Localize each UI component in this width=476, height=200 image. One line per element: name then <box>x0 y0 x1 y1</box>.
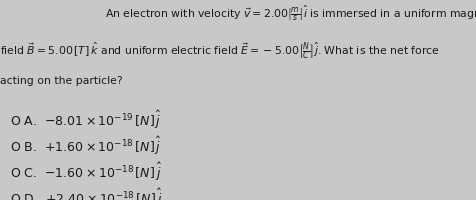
Text: field $\vec{B} = 5.00\,[T]\,\hat{k}$ and uniform electric field $\vec{E} = -5.00: field $\vec{B} = 5.00\,[T]\,\hat{k}$ and… <box>0 40 440 60</box>
Text: An electron with velocity $\vec{v} = 2.00\left[\frac{m}{s}\right]\hat{i}$ is imm: An electron with velocity $\vec{v} = 2.0… <box>105 4 476 23</box>
Text: acting on the particle?: acting on the particle? <box>0 76 123 86</box>
Text: O C.  $-1.60 \times 10^{-18}\,[N]\,\hat{j}$: O C. $-1.60 \times 10^{-18}\,[N]\,\hat{j… <box>10 160 161 182</box>
Text: O B.  $+1.60 \times 10^{-18}\,[N]\,\hat{j}$: O B. $+1.60 \times 10^{-18}\,[N]\,\hat{j… <box>10 134 161 156</box>
Text: O A.  $-8.01 \times 10^{-19}\,[N]\,\hat{j}$: O A. $-8.01 \times 10^{-19}\,[N]\,\hat{j… <box>10 108 161 130</box>
Text: O D.  $+2.40 \times 10^{-18}\,[N]\,\hat{j}$: O D. $+2.40 \times 10^{-18}\,[N]\,\hat{j… <box>10 186 162 200</box>
